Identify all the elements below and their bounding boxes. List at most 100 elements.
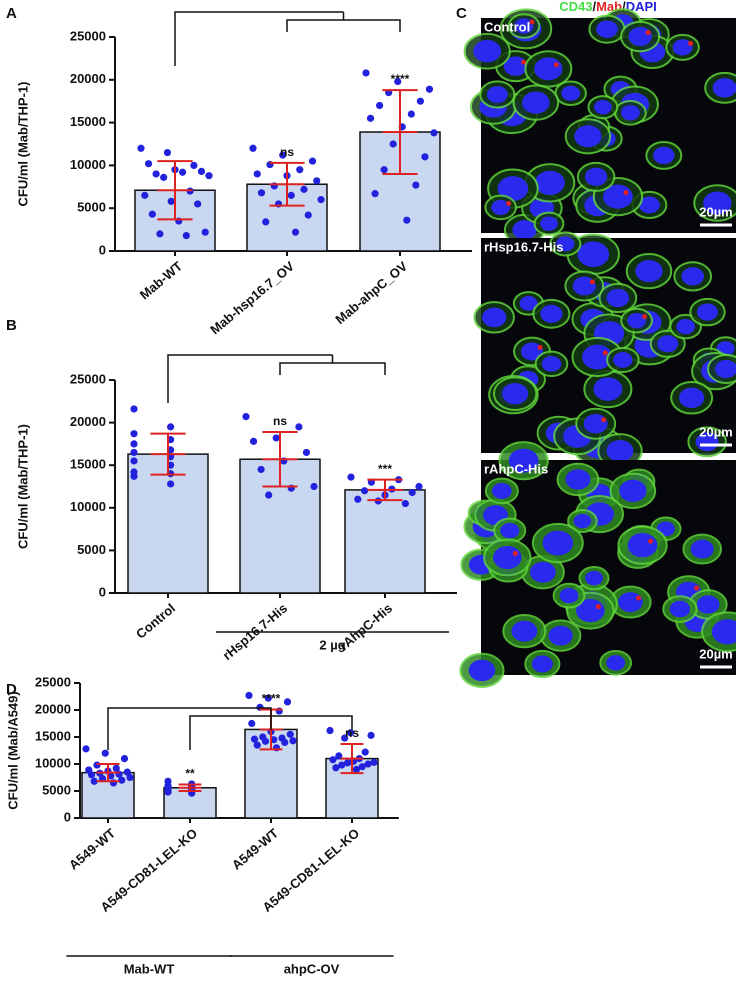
header-part: /: [622, 0, 626, 14]
bar: [127, 453, 209, 594]
data-point: [272, 434, 280, 442]
data-point: [371, 190, 379, 198]
nucleus: [522, 91, 550, 114]
nucleus: [583, 414, 608, 434]
data-point: [101, 749, 109, 757]
data-point: [394, 77, 402, 86]
micrograph: [459, 441, 736, 688]
nucleus: [606, 655, 626, 671]
nucleus: [482, 307, 507, 328]
bacterium: [623, 190, 629, 196]
header-part: /: [592, 0, 596, 14]
data-point: [261, 737, 270, 745]
nucleus: [703, 191, 732, 215]
nucleus: [585, 570, 603, 586]
data-point: [362, 69, 370, 77]
error-bar: [269, 161, 305, 207]
data-point: [87, 771, 96, 779]
y-axis-label: CFU/ml (Mab/THP-1): [15, 82, 30, 207]
data-point: [389, 140, 397, 148]
nucleus: [542, 530, 574, 556]
bacterium: [512, 550, 518, 556]
significance-bracket: [167, 354, 386, 403]
error-bar: [150, 432, 186, 476]
nucleus: [534, 170, 565, 196]
data-point: [130, 457, 138, 465]
bacterium: [506, 200, 512, 206]
nucleus: [531, 655, 553, 673]
bacterium: [648, 538, 654, 544]
nucleus: [561, 85, 581, 101]
data-point: [248, 719, 256, 728]
data-point: [407, 110, 415, 118]
nucleus: [653, 146, 675, 165]
data-point: [118, 776, 126, 784]
data-point: [257, 465, 265, 474]
data-point: [300, 185, 308, 193]
significance-label: ns: [273, 414, 287, 428]
y-tick-label: 10000: [70, 499, 106, 514]
significance-label: ****: [391, 72, 410, 86]
data-point: [308, 157, 317, 165]
nucleus: [638, 196, 660, 214]
data-point: [283, 698, 292, 706]
nucleus: [512, 220, 537, 240]
data-point: [361, 487, 369, 495]
error-bar: [96, 763, 120, 783]
nucleus: [627, 312, 647, 329]
error-bar: [367, 478, 403, 502]
data-point: [156, 230, 164, 238]
data-point: [338, 761, 346, 769]
significance-label: ns: [280, 145, 294, 159]
nucleus: [541, 355, 562, 372]
bacterium: [595, 604, 601, 610]
header-part: CD43: [559, 0, 592, 14]
y-tick-label: 20000: [70, 71, 106, 86]
data-point: [401, 499, 409, 508]
data-point: [130, 405, 138, 413]
data-point: [112, 764, 120, 772]
y-tick-label: 5000: [77, 542, 106, 557]
bacterium: [553, 62, 559, 68]
micrograph: [463, 8, 736, 246]
nucleus: [573, 513, 592, 529]
significance-label: ns: [345, 726, 359, 740]
data-point: [347, 473, 355, 481]
nucleus: [514, 18, 534, 34]
significance-bracket: [174, 11, 401, 66]
data-point: [329, 756, 337, 764]
x-tick-label: Control: [133, 600, 178, 641]
nucleus: [628, 27, 652, 47]
data-point: [250, 735, 259, 743]
data-point: [242, 413, 250, 421]
x-tick-label: Mab-hsp16.7_OV: [207, 258, 297, 337]
data-point: [167, 423, 175, 431]
data-point: [178, 168, 187, 176]
y-tick-label: 20000: [70, 414, 106, 429]
nucleus: [572, 276, 596, 296]
bacterium: [537, 344, 543, 350]
nucleus: [497, 176, 529, 201]
data-point: [90, 777, 98, 785]
data-point: [205, 172, 213, 180]
data-point: [370, 758, 378, 766]
data-point: [416, 97, 424, 105]
nucleus: [594, 99, 612, 115]
data-point: [287, 191, 295, 199]
data-point: [144, 160, 153, 168]
image-header: CD43/Mab/DAPI: [559, 0, 657, 14]
data-point: [126, 773, 134, 782]
data-point: [201, 228, 209, 236]
group-label: ahpC-OV: [284, 961, 340, 976]
bacterium: [636, 595, 642, 601]
data-point: [182, 231, 190, 240]
y-tick-label: 25000: [70, 28, 106, 43]
group-label: 2 µg: [319, 637, 345, 652]
y-tick-label: 25000: [35, 674, 71, 689]
data-point: [253, 170, 261, 178]
nucleus: [715, 359, 736, 379]
data-point: [123, 768, 131, 776]
y-tick-label: 10000: [70, 157, 106, 172]
data-point: [358, 763, 366, 771]
nucleus: [565, 469, 591, 490]
